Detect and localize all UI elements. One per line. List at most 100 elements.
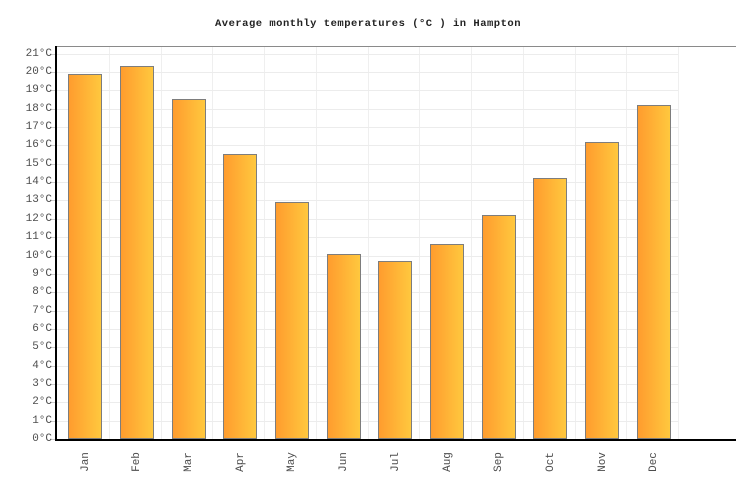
x-axis-label-mar: Mar	[183, 452, 195, 472]
y-axis-label: 10°C	[25, 250, 52, 262]
vertical-gridline	[678, 47, 679, 439]
y-axis-label: 3°C	[32, 378, 52, 390]
plot-area	[57, 47, 736, 439]
bar-nov[interactable]	[585, 141, 620, 439]
x-axis-label-nov: Nov	[597, 452, 609, 472]
x-axis-label-jul: Jul	[390, 452, 402, 472]
y-axis-tick	[50, 200, 55, 201]
y-axis-label: 20°C	[25, 66, 52, 78]
y-axis-tick	[50, 109, 55, 110]
vertical-gridline	[264, 47, 265, 439]
x-axis-label-dec: Dec	[648, 452, 660, 472]
y-axis-line	[55, 46, 57, 441]
x-axis-label-aug: Aug	[442, 452, 454, 472]
horizontal-gridline	[57, 200, 678, 201]
x-axis-label-apr: Apr	[235, 452, 247, 472]
y-axis-label: 14°C	[25, 176, 52, 188]
horizontal-gridline	[57, 219, 678, 220]
y-axis-label: 8°C	[32, 286, 52, 298]
horizontal-gridline	[57, 72, 678, 73]
y-axis-label: 21°C	[25, 48, 52, 60]
x-axis-label-sep: Sep	[493, 452, 505, 472]
y-axis-label: 7°C	[32, 305, 52, 317]
horizontal-gridline	[57, 237, 678, 238]
horizontal-gridline	[57, 329, 678, 330]
y-axis-tick	[50, 256, 55, 257]
y-axis-label: 5°C	[32, 341, 52, 353]
horizontal-gridline	[57, 164, 678, 165]
y-axis-label: 4°C	[32, 360, 52, 372]
bar-oct[interactable]	[533, 178, 568, 439]
horizontal-gridline	[57, 347, 678, 348]
bar-feb[interactable]	[119, 66, 154, 439]
horizontal-gridline	[57, 90, 678, 91]
y-axis-tick	[50, 311, 55, 312]
bar-aug[interactable]	[430, 244, 464, 439]
y-axis-label: 12°C	[25, 213, 52, 225]
y-axis-label: 2°C	[32, 396, 52, 408]
y-axis-tick	[50, 237, 55, 238]
y-axis-tick	[50, 347, 55, 348]
y-axis-label: 11°C	[25, 231, 52, 243]
bar-sep[interactable]	[481, 214, 516, 439]
y-axis-label: 1°C	[32, 415, 52, 427]
vertical-gridline	[109, 47, 110, 439]
horizontal-gridline	[57, 274, 678, 275]
y-axis-tick	[50, 54, 55, 55]
y-axis-tick	[50, 292, 55, 293]
x-axis-label-feb: Feb	[131, 452, 143, 472]
horizontal-gridline	[57, 145, 678, 146]
y-axis-tick	[50, 164, 55, 165]
y-axis-tick	[50, 402, 55, 403]
x-axis-label-jun: Jun	[338, 452, 350, 472]
x-axis-line	[55, 439, 736, 441]
y-axis-label: 16°C	[25, 139, 52, 151]
plot-top-border	[56, 46, 736, 47]
x-axis-label-oct: Oct	[545, 452, 557, 472]
vertical-gridline	[316, 47, 317, 439]
y-axis-tick	[50, 72, 55, 73]
bar-jun[interactable]	[326, 253, 361, 439]
y-axis-tick	[50, 145, 55, 146]
y-axis-tick	[50, 127, 55, 128]
bar-dec[interactable]	[636, 104, 671, 439]
horizontal-gridline	[57, 311, 678, 312]
x-axis-label-may: May	[286, 452, 298, 472]
horizontal-gridline	[57, 127, 678, 128]
bar-jul[interactable]	[378, 260, 413, 439]
y-axis-label: 19°C	[25, 84, 52, 96]
horizontal-gridline	[57, 109, 678, 110]
y-axis-label: 15°C	[25, 158, 52, 170]
y-axis-tick	[50, 219, 55, 220]
y-axis-tick	[50, 90, 55, 91]
horizontal-gridline	[57, 182, 678, 183]
chart-title: Average monthly temperatures (°C ) in Ha…	[214, 18, 522, 30]
horizontal-gridline	[57, 256, 678, 257]
y-axis-label: 13°C	[25, 194, 52, 206]
bar-jan[interactable]	[68, 73, 103, 439]
y-axis-label: 18°C	[25, 103, 52, 115]
bar-mar[interactable]	[171, 99, 206, 439]
vertical-gridline	[471, 47, 472, 439]
y-axis-tick	[50, 366, 55, 367]
vertical-gridline	[161, 47, 162, 439]
x-axis-label-jan: Jan	[80, 452, 92, 472]
bar-apr[interactable]	[223, 154, 258, 439]
horizontal-gridline	[57, 292, 678, 293]
y-axis-label: 6°C	[32, 323, 52, 335]
vertical-gridline	[419, 47, 420, 439]
y-axis-tick	[50, 182, 55, 183]
y-axis-tick	[50, 274, 55, 275]
vertical-gridline	[212, 47, 213, 439]
horizontal-gridline	[57, 384, 678, 385]
y-axis-tick	[50, 329, 55, 330]
horizontal-gridline	[57, 54, 678, 55]
y-axis-tick	[50, 439, 55, 440]
y-axis-label: 17°C	[25, 121, 52, 133]
horizontal-gridline	[57, 402, 678, 403]
vertical-gridline	[626, 47, 627, 439]
vertical-gridline	[575, 47, 576, 439]
horizontal-gridline	[57, 366, 678, 367]
bar-may[interactable]	[274, 202, 309, 439]
y-axis-label: 0°C	[32, 433, 52, 445]
